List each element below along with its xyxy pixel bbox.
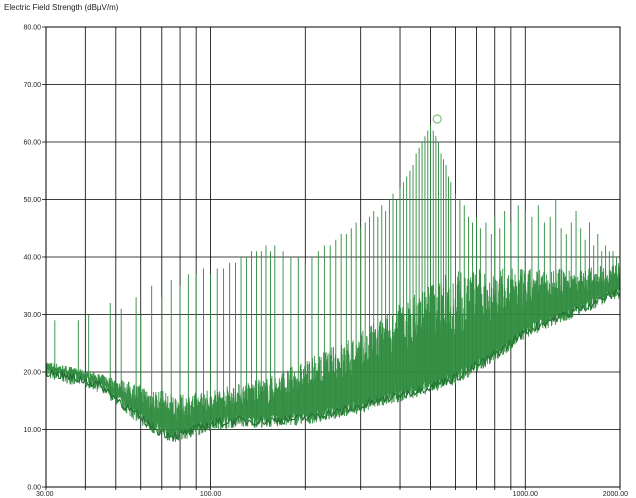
y-tick-label: 70.00 bbox=[23, 82, 41, 89]
y-tick-label: 80.00 bbox=[23, 25, 41, 32]
y-tick-label: 30.00 bbox=[23, 312, 41, 319]
peak-marker-circle bbox=[432, 114, 442, 124]
y-tick-label: 0.00 bbox=[27, 485, 41, 492]
y-tick-label: 40.00 bbox=[23, 255, 41, 262]
y-tick-label: 10.00 bbox=[23, 427, 41, 434]
x-tick-label: 1000.00 bbox=[513, 491, 538, 498]
chart-title: Electric Field Strength (dBµV/m) bbox=[4, 3, 119, 12]
y-tick-label: 60.00 bbox=[23, 140, 41, 147]
y-tick-label: 50.00 bbox=[23, 197, 41, 204]
series-noise-trace bbox=[45, 263, 621, 442]
y-tick-label: 20.00 bbox=[23, 370, 41, 377]
x-tick-label: 30.00 bbox=[36, 491, 54, 498]
x-tick-label: 2000.00 bbox=[603, 491, 628, 498]
x-tick-label: 100.00 bbox=[200, 491, 222, 498]
series-floor-line bbox=[45, 288, 621, 441]
plot-frame bbox=[45, 26, 621, 488]
